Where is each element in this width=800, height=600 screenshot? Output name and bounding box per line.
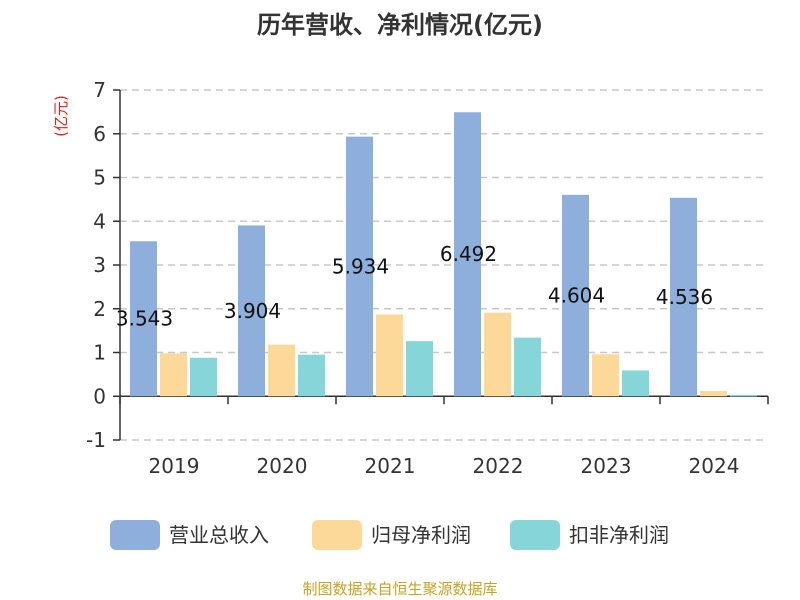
- bars: [130, 112, 757, 397]
- data-label: 6.492: [440, 242, 497, 266]
- legend-label[interactable]: 营业总收入: [169, 523, 269, 547]
- data-label: 4.536: [656, 285, 713, 309]
- bar-1[interactable]: [562, 194, 589, 397]
- bar-2[interactable]: [700, 391, 727, 397]
- grid-lines: [120, 89, 768, 441]
- bar-1[interactable]: [454, 112, 481, 397]
- bar-1[interactable]: [670, 197, 697, 397]
- bar-3[interactable]: [730, 394, 757, 397]
- y-tick-label: 1: [93, 341, 106, 365]
- data-labels: 3.543 3.904 5.934 6.492 4.604 4.536: [116, 242, 713, 331]
- y-tick-label: 0: [93, 384, 106, 408]
- bar-2[interactable]: [268, 344, 295, 397]
- legend[interactable]: 营业总收入 归母净利润 扣非净利润: [110, 520, 669, 550]
- legend-swatch[interactable]: [510, 520, 560, 550]
- bar-2[interactable]: [160, 353, 187, 397]
- x-tick-label: 2019: [149, 454, 200, 478]
- x-tick-label: 2024: [689, 454, 740, 478]
- bar-3[interactable]: [190, 357, 217, 397]
- y-tick-label: 4: [93, 209, 106, 233]
- bar-2[interactable]: [484, 312, 511, 397]
- y-axis-unit: (亿元): [52, 95, 70, 137]
- y-tick-label: 7: [93, 78, 106, 102]
- x-tick-label: 2020: [257, 454, 308, 478]
- y-tick-label: 3: [93, 253, 106, 277]
- bar-1[interactable]: [238, 225, 265, 397]
- legend-label[interactable]: 归母净利润: [371, 523, 471, 547]
- data-label: 5.934: [332, 254, 389, 278]
- x-tick-label: 2022: [473, 454, 524, 478]
- bar-3[interactable]: [406, 341, 433, 397]
- data-label: 3.543: [116, 307, 173, 331]
- y-tick-label: 2: [93, 297, 106, 321]
- legend-label[interactable]: 扣非净利润: [569, 523, 669, 547]
- x-tick-label: 2021: [365, 454, 416, 478]
- bar-1[interactable]: [130, 241, 157, 397]
- x-tick-label: 2023: [581, 454, 632, 478]
- bar-2[interactable]: [592, 354, 619, 397]
- chart-title: 历年营收、净利情况(亿元): [257, 11, 543, 39]
- legend-swatch[interactable]: [312, 520, 362, 550]
- y-tick-label: 6: [93, 122, 106, 146]
- data-label: 4.604: [548, 284, 605, 308]
- y-tick-label: -1: [86, 428, 106, 452]
- source-note: 制图数据来自恒生聚源数据库: [302, 580, 497, 598]
- data-label: 3.904: [224, 299, 281, 323]
- bar-3[interactable]: [622, 370, 649, 397]
- bar-3[interactable]: [298, 354, 325, 397]
- bar-3[interactable]: [514, 337, 541, 397]
- legend-swatch[interactable]: [110, 520, 160, 550]
- bar-1[interactable]: [346, 136, 373, 397]
- y-tick-label: 5: [93, 166, 106, 190]
- bar-2[interactable]: [376, 314, 403, 397]
- axes: -1 0 1 2 3 4 5 6 7 2019 2020 2021 2022 2023 2024: [86, 78, 769, 478]
